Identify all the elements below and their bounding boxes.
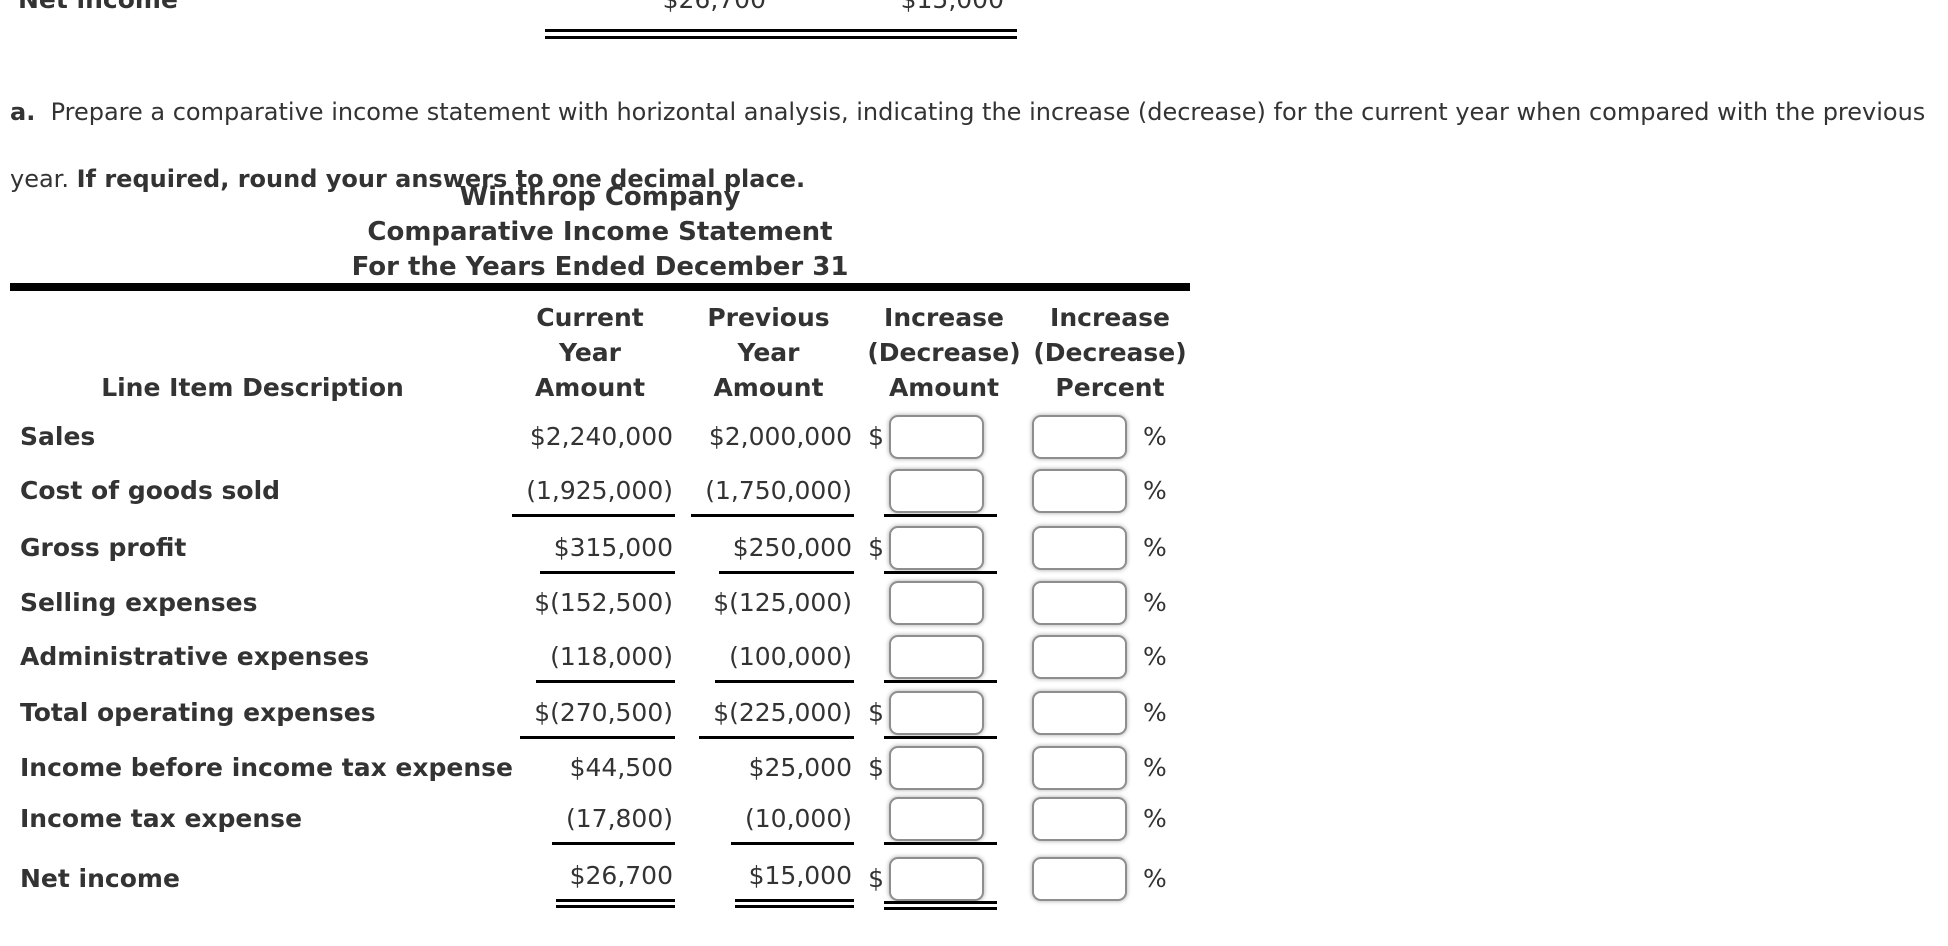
row-label: Net income (20, 864, 180, 893)
table-row-income-tax-expense: Income tax expense (17,800) (10,000) % (0, 790, 1948, 847)
increase-percent-input[interactable] (1032, 796, 1127, 841)
percent-sign: % (1143, 753, 1167, 782)
statement-name: Comparative Income Statement (367, 217, 833, 247)
increase-percent-input[interactable] (1032, 690, 1127, 735)
table-top-rule (10, 283, 1190, 291)
row-label: Sales (20, 422, 96, 451)
row-label: Cost of goods sold (20, 476, 281, 505)
percent-sign: % (1143, 642, 1167, 671)
table-row-income-before-tax: Income before income tax expense $44,500… (0, 739, 1948, 796)
instruction-letter: a. (10, 98, 36, 126)
percent-sign: % (1143, 864, 1167, 893)
increase-percent-input[interactable] (1032, 856, 1127, 901)
statement-title-block: Winthrop Company Comparative Income Stat… (10, 180, 1190, 285)
increase-amount-input[interactable] (889, 580, 984, 625)
header-current-year: Current Year Amount (534, 303, 646, 402)
percent-sign: % (1143, 698, 1167, 727)
table-row-administrative-expenses: Administrative expenses (118,000) (100,0… (0, 628, 1948, 685)
increase-amount-input[interactable] (889, 525, 984, 570)
header-increase-amount: Increase (Decrease) Amount (867, 303, 1021, 402)
table-row-total-operating-expenses: Total operating expenses $(270,500) $(22… (0, 684, 1948, 741)
dollar-prefix: $ (868, 698, 884, 727)
current-year-amount: $315,000 (539, 533, 675, 574)
fragment-row-label: Net income (18, 0, 178, 13)
increase-percent-input[interactable] (1032, 745, 1127, 790)
table-row-cost-of-goods-sold: Cost of goods sold (1,925,000) (1,750,00… (0, 462, 1948, 519)
row-label: Administrative expenses (20, 642, 370, 671)
instruction-body: Prepare a comparative income statement w… (10, 98, 1933, 193)
row-label: Income tax expense (20, 804, 303, 833)
fragment-current-amount: $26,700 (566, 0, 766, 13)
instruction-text: a. Prepare a comparative income statemen… (10, 79, 1940, 213)
current-year-amount: (1,925,000) (512, 476, 675, 517)
double-rule (545, 29, 1017, 39)
dollar-prefix: $ (868, 533, 884, 562)
header-previous-year: Previous Year Amount (707, 303, 830, 402)
percent-sign: % (1143, 476, 1167, 505)
percent-sign: % (1143, 804, 1167, 833)
current-year-amount: $(152,500) (534, 588, 673, 617)
table-row-gross-profit: Gross profit $315,000 $250,000 $ % (0, 519, 1948, 576)
current-year-amount: $(270,500) (520, 698, 675, 739)
previous-year-amount: $(125,000) (713, 588, 852, 617)
current-year-amount: (17,800) (552, 804, 675, 845)
header-line-item: Line Item Description (101, 373, 404, 402)
instruction-bold: If required, round your answers to one d… (76, 165, 806, 193)
previous-year-amount: $15,000 (734, 861, 854, 908)
statement-period: For the Years Ended December 31 (351, 252, 849, 282)
increase-amount-input[interactable] (889, 796, 984, 841)
row-label: Gross profit (20, 533, 187, 562)
previous-year-amount: $2,000,000 (708, 422, 852, 451)
increase-percent-input[interactable] (1032, 525, 1127, 570)
increase-percent-input[interactable] (1032, 468, 1127, 513)
company-name: Winthrop Company (459, 182, 741, 212)
percent-sign: % (1143, 533, 1167, 562)
increase-percent-input[interactable] (1032, 634, 1127, 679)
increase-amount-input[interactable] (889, 856, 984, 901)
previous-year-amount: $(225,000) (699, 698, 854, 739)
current-year-amount: $2,240,000 (529, 422, 673, 451)
current-year-amount: (118,000) (536, 642, 675, 683)
previous-year-amount: (1,750,000) (691, 476, 854, 517)
current-year-amount: $26,700 (555, 861, 675, 908)
row-label: Income before income tax expense (20, 753, 513, 782)
percent-sign: % (1143, 422, 1167, 451)
header-increase-percent: Increase (Decrease) Percent (1033, 303, 1187, 402)
table-row-sales: Sales $2,240,000 $2,000,000 $ % (0, 408, 1948, 465)
previous-year-amount: $25,000 (748, 753, 852, 782)
increase-amount-input[interactable] (889, 414, 984, 459)
table-row-net-income: Net income $26,700 $15,000 $ % (0, 850, 1948, 910)
increase-amount-input[interactable] (889, 690, 984, 735)
increase-percent-input[interactable] (1032, 580, 1127, 625)
increase-percent-input[interactable] (1032, 414, 1127, 459)
current-year-amount: $44,500 (569, 753, 673, 782)
previous-year-amount: (100,000) (715, 642, 854, 683)
previous-year-amount: $250,000 (718, 533, 854, 574)
row-label: Selling expenses (20, 588, 258, 617)
dollar-prefix: $ (868, 864, 884, 893)
increase-amount-input[interactable] (889, 468, 984, 513)
table-row-selling-expenses: Selling expenses $(152,500) $(125,000) % (0, 574, 1948, 631)
row-label: Total operating expenses (20, 698, 376, 727)
increase-amount-input[interactable] (889, 634, 984, 679)
dollar-prefix: $ (868, 422, 884, 451)
fragment-previous-amount: $15,000 (804, 0, 1004, 13)
increase-amount-input[interactable] (889, 745, 984, 790)
previous-table-fragment: Net income $26,700 $15,000 (0, 0, 1948, 13)
percent-sign: % (1143, 588, 1167, 617)
dollar-prefix: $ (868, 753, 884, 782)
previous-year-amount: (10,000) (731, 804, 854, 845)
